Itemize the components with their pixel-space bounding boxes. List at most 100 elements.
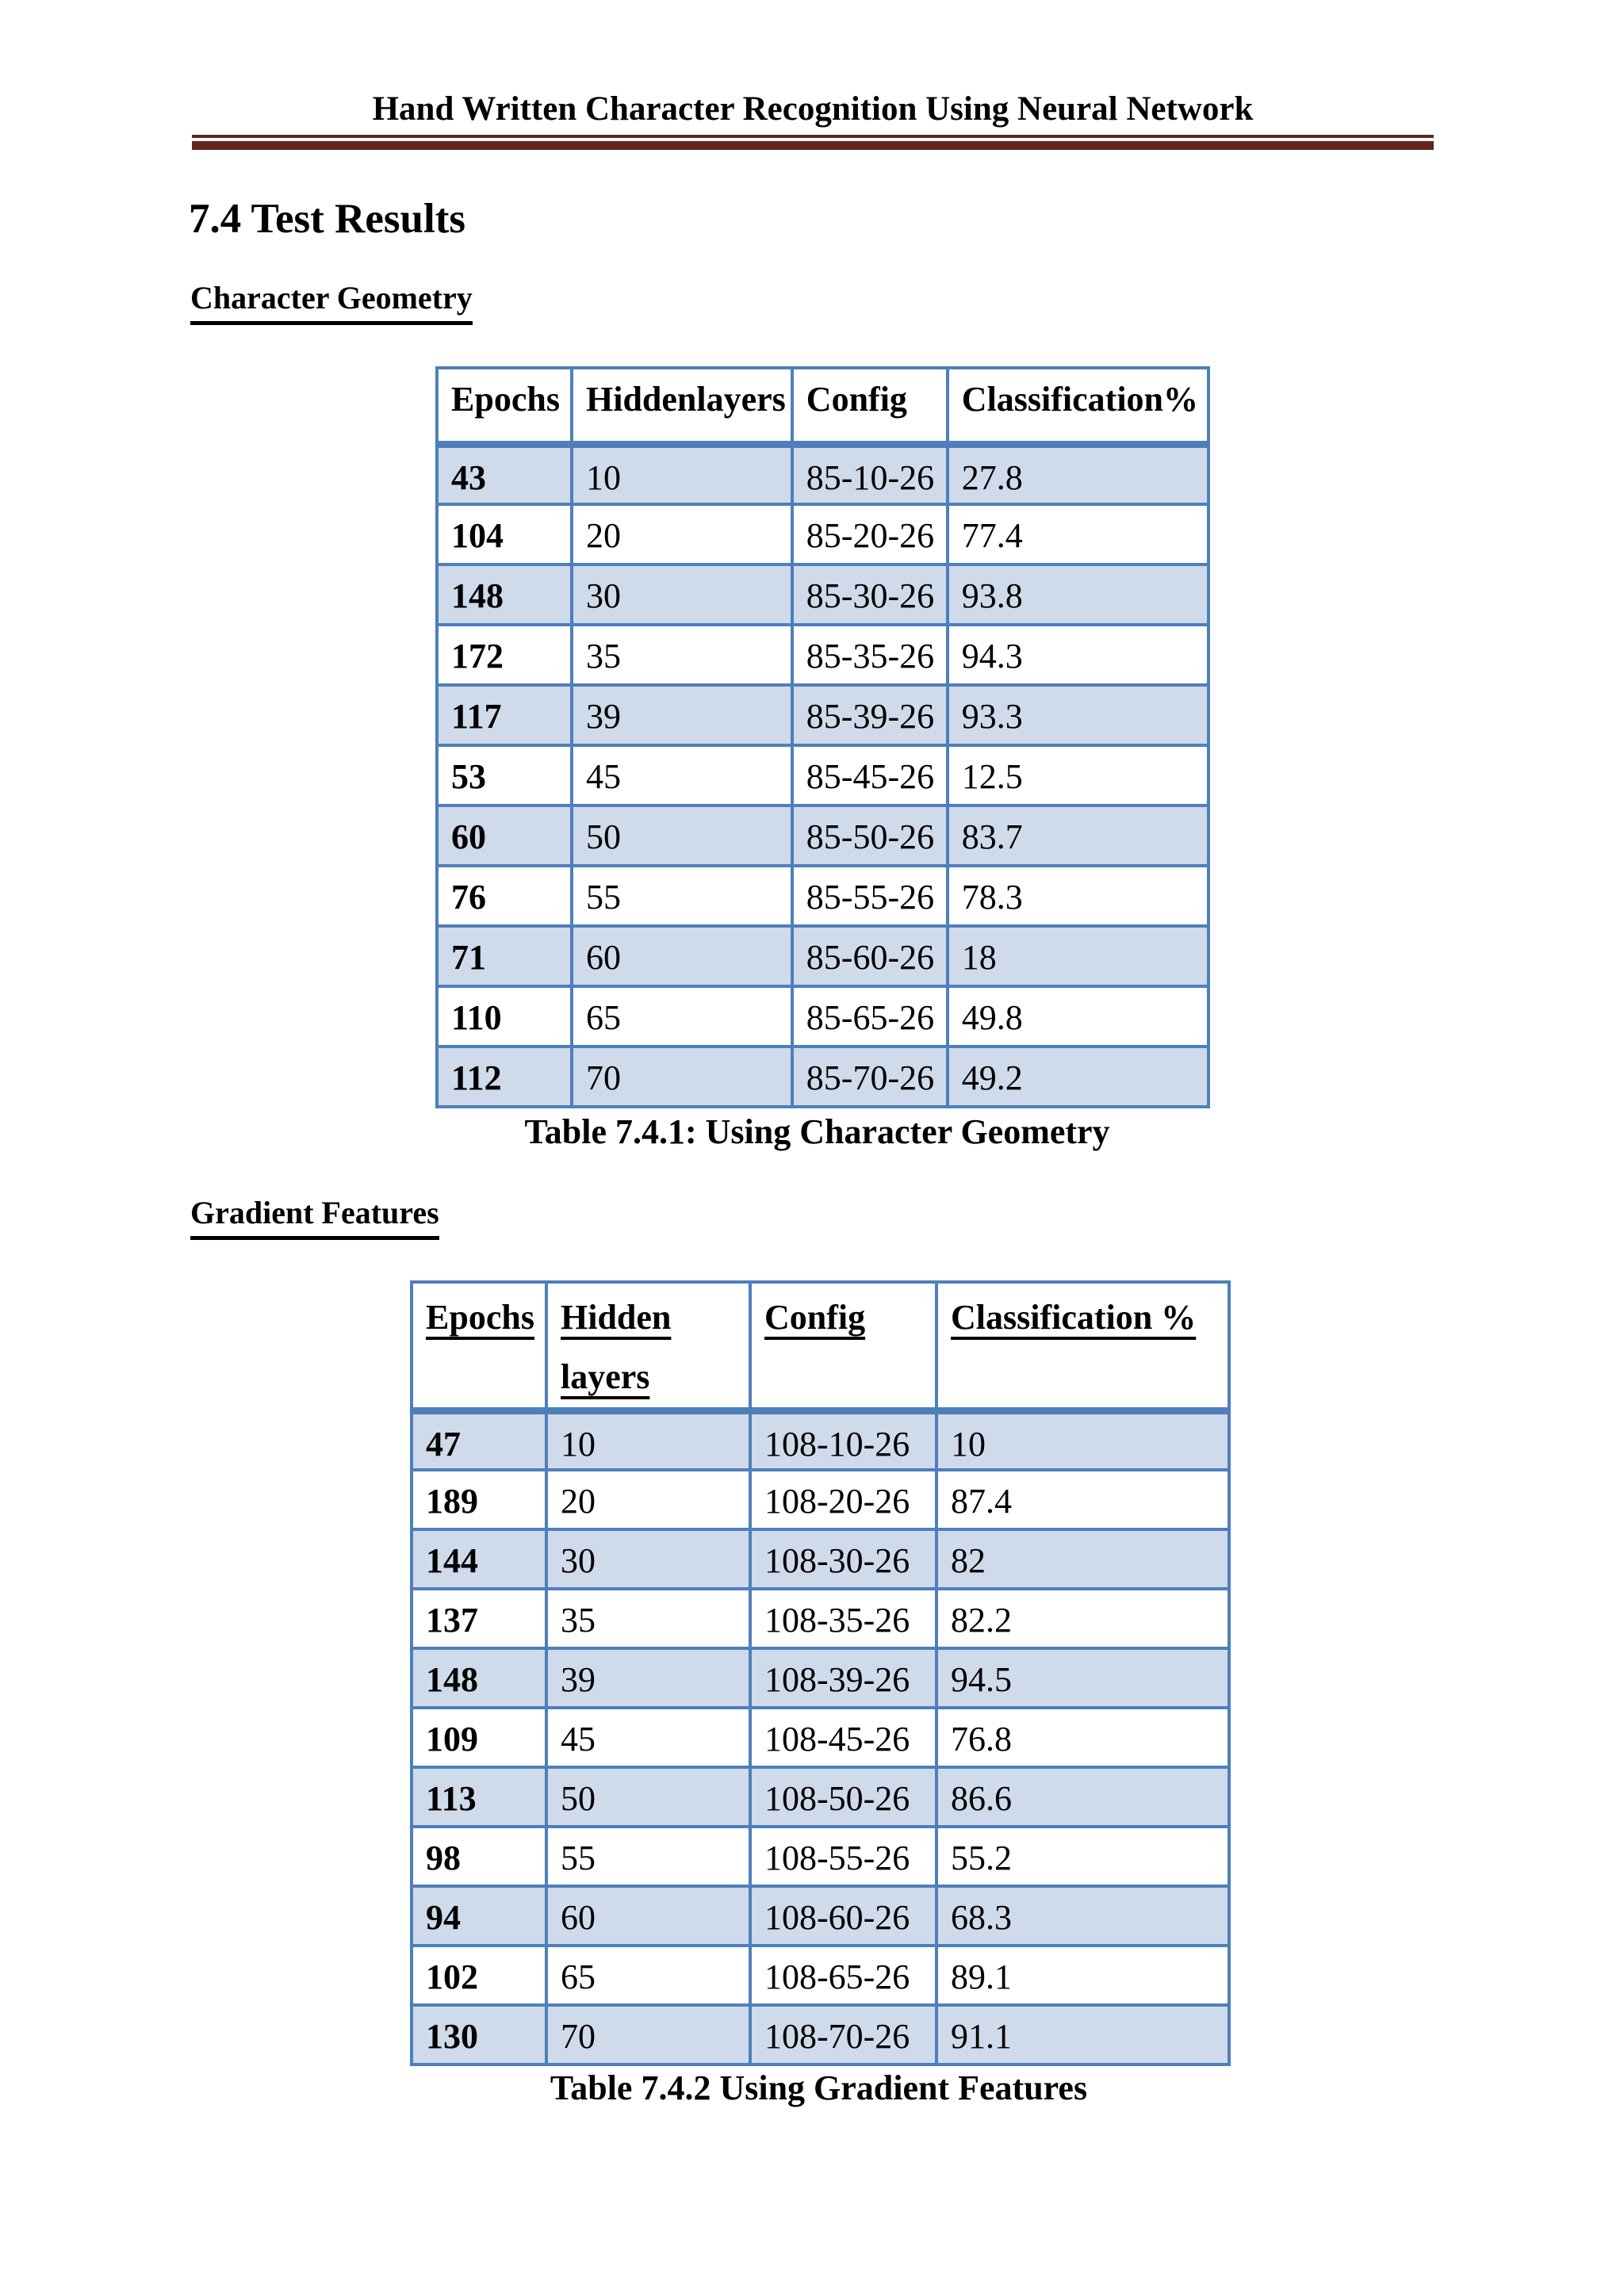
- table-row: 104 20 85-20-26 77.4: [435, 503, 1210, 566]
- table-cell: 109: [410, 1706, 548, 1770]
- table-cell: 60: [570, 924, 794, 988]
- table-cell: 12.5: [945, 744, 1210, 807]
- table-cell: 82: [935, 1528, 1231, 1591]
- column-header: Config: [790, 366, 949, 448]
- table-cell: 76: [435, 864, 573, 928]
- header-rule-thick: [192, 140, 1434, 150]
- table-cell: 148: [410, 1647, 548, 1710]
- table-cell: 144: [410, 1528, 548, 1591]
- table-cell: 137: [410, 1587, 548, 1651]
- table-row: 148 39 108-39-26 94.5: [410, 1647, 1231, 1710]
- table-cell: 108-50-26: [749, 1766, 938, 1829]
- table-cell: 39: [545, 1647, 752, 1710]
- table-row: 137 35 108-35-26 82.2: [410, 1587, 1231, 1651]
- table-cell: 108-45-26: [749, 1706, 938, 1770]
- table-cell: 98: [410, 1825, 548, 1888]
- table-cell: 49.8: [945, 985, 1210, 1048]
- table-cell: 85-45-26: [790, 744, 949, 807]
- table-cell: 50: [545, 1766, 752, 1829]
- table-row: 53 45 85-45-26 12.5: [435, 744, 1210, 807]
- table-cell: 110: [435, 985, 573, 1048]
- table-cell: 49.2: [945, 1045, 1210, 1108]
- table-row: 71 60 85-60-26 18: [435, 924, 1210, 988]
- table-cell: 83.7: [945, 804, 1210, 867]
- table-cell: 85-50-26: [790, 804, 949, 867]
- table-cell: 172: [435, 623, 573, 687]
- table-cell: 85-10-26: [790, 442, 949, 506]
- column-header: Hiddenlayers: [570, 366, 794, 448]
- gradient-features-table: Epochs Hidden layers Config Classification …: [410, 1280, 1231, 2067]
- table-cell: 189: [410, 1468, 548, 1532]
- table-cell: 20: [570, 503, 794, 566]
- table-cell: 94.5: [935, 1647, 1231, 1710]
- table-cell: 45: [545, 1706, 752, 1770]
- column-header: Config: [749, 1280, 938, 1414]
- table-header-row: Epochs Hiddenlayers Config Classification%: [435, 366, 1210, 448]
- table-cell: 108-30-26: [749, 1528, 938, 1591]
- table-cell: 130: [410, 2003, 548, 2067]
- table-cell: 148: [435, 563, 573, 626]
- table-cell: 108-10-26: [749, 1409, 938, 1472]
- column-header: Hidden layers: [545, 1280, 752, 1414]
- table-cell: 77.4: [945, 503, 1210, 566]
- table-cell: 18: [945, 924, 1210, 988]
- table-cell: 43: [435, 442, 573, 506]
- table-cell: 108-60-26: [749, 1885, 938, 1948]
- column-header: Epochs: [435, 366, 573, 448]
- table-cell: 108-65-26: [749, 1944, 938, 2007]
- table-cell: 85-30-26: [790, 563, 949, 626]
- table-row: 113 50 108-50-26 86.6: [410, 1766, 1231, 1829]
- table-row: 109 45 108-45-26 76.8: [410, 1706, 1231, 1770]
- table-row: 172 35 85-35-26 94.3: [435, 623, 1210, 687]
- table-cell: 65: [570, 985, 794, 1048]
- table-cell: 112: [435, 1045, 573, 1108]
- table-row: 43 10 85-10-26 27.8: [435, 442, 1210, 506]
- table-cell: 10: [570, 442, 794, 506]
- table-cell: 93.3: [945, 683, 1210, 747]
- table-cell: 76.8: [935, 1706, 1231, 1770]
- header-rule-thin: [192, 134, 1434, 138]
- table-cell: 85-60-26: [790, 924, 949, 988]
- table-cell: 20: [545, 1468, 752, 1532]
- table-cell: 94: [410, 1885, 548, 1948]
- table-cell: 30: [570, 563, 794, 626]
- table-cell: 85-65-26: [790, 985, 949, 1048]
- table-row: 144 30 108-30-26 82: [410, 1528, 1231, 1591]
- table-row: 98 55 108-55-26 55.2: [410, 1825, 1231, 1888]
- table-cell: 60: [435, 804, 573, 867]
- table-cell: 87.4: [935, 1468, 1231, 1532]
- table-cell: 93.8: [945, 563, 1210, 626]
- table-cell: 35: [570, 623, 794, 687]
- table-cell: 27.8: [945, 442, 1210, 506]
- column-header: Epochs: [410, 1280, 548, 1414]
- table-cell: 65: [545, 1944, 752, 2007]
- table-row: 94 60 108-60-26 68.3: [410, 1885, 1231, 1948]
- table-cell: 94.3: [945, 623, 1210, 687]
- section-title: 7.4 Test Results: [189, 196, 465, 242]
- table-row: 47 10 108-10-26 10: [410, 1409, 1231, 1472]
- table-cell: 102: [410, 1944, 548, 2007]
- table-row: 76 55 85-55-26 78.3: [435, 864, 1210, 928]
- table-cell: 45: [570, 744, 794, 807]
- table-cell: 86.6: [935, 1766, 1231, 1829]
- table2-caption: Table 7.4.2 Using Gradient Features: [550, 2068, 1088, 2107]
- table-row: 148 30 85-30-26 93.8: [435, 563, 1210, 626]
- table-cell: 108-70-26: [749, 2003, 938, 2067]
- table-row: 130 70 108-70-26 91.1: [410, 2003, 1231, 2067]
- table-cell: 10: [545, 1409, 752, 1472]
- table-cell: 68.3: [935, 1885, 1231, 1948]
- table-row: 110 65 85-65-26 49.8: [435, 985, 1210, 1048]
- table-row: 117 39 85-39-26 93.3: [435, 683, 1210, 747]
- table-cell: 39: [570, 683, 794, 747]
- table-cell: 70: [545, 2003, 752, 2067]
- table-cell: 91.1: [935, 2003, 1231, 2067]
- table-cell: 108-35-26: [749, 1587, 938, 1651]
- table-cell: 85-39-26: [790, 683, 949, 747]
- table-cell: 55.2: [935, 1825, 1231, 1888]
- table-cell: 55: [570, 864, 794, 928]
- table-cell: 108-20-26: [749, 1468, 938, 1532]
- table-cell: 50: [570, 804, 794, 867]
- table-cell: 10: [935, 1409, 1231, 1472]
- column-header: Classification%: [945, 366, 1210, 448]
